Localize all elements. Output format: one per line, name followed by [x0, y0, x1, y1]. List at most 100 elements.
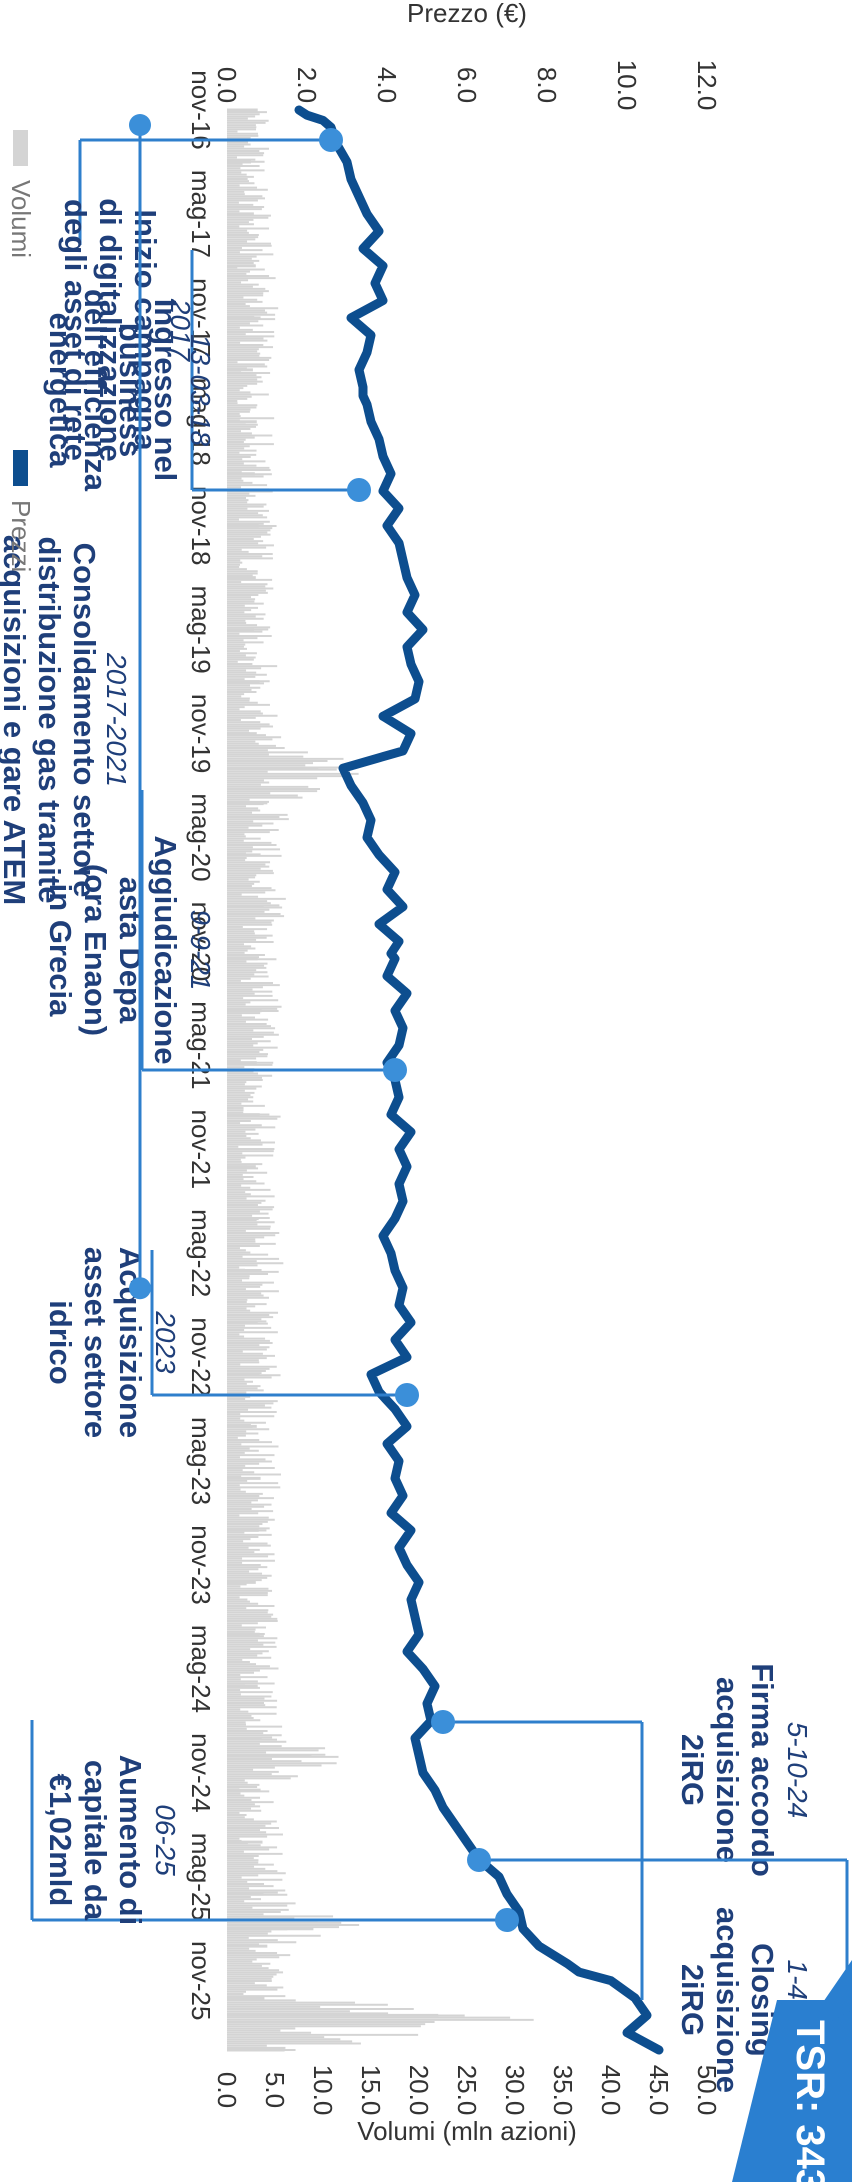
y-right-tick-label: 15.0: [356, 2065, 386, 2116]
price-point: [395, 1179, 403, 1188]
price-point: [407, 1526, 415, 1535]
annotation-text: (ora Enaon): [78, 864, 113, 1036]
price-point: [363, 348, 371, 357]
price-point: [375, 435, 383, 444]
price-point: [403, 1422, 411, 1431]
x-tick-label: mag-24: [186, 1625, 216, 1713]
price-point: [403, 1353, 411, 1362]
price-point: [535, 1942, 543, 1951]
price-point: [415, 677, 423, 686]
annotation-marker: [467, 1848, 491, 1872]
annotation-text: energetica: [43, 312, 78, 468]
price-point: [643, 2011, 651, 2020]
price-point: [391, 868, 399, 877]
price-point: [387, 1249, 395, 1258]
annotation-text: acquisizione: [710, 1907, 745, 2093]
price-point: [519, 1924, 527, 1933]
x-tick-label: nov-16: [186, 70, 216, 150]
x-tick-label: nov-25: [186, 1941, 216, 2021]
price-point: [319, 116, 327, 125]
price-point: [403, 642, 411, 651]
price-point: [379, 712, 387, 721]
tsr-callout: TSR: 343%: [732, 1960, 852, 2182]
price-point: [391, 954, 399, 963]
price-line: [294, 105, 664, 2055]
price-point: [379, 487, 387, 496]
price-point: [343, 157, 351, 166]
y-right-tick-label: 30.0: [500, 2065, 530, 2116]
annotation-text: asta Depa: [113, 877, 148, 1024]
price-point: [395, 539, 403, 548]
y-left-tick-label: 2.0: [292, 67, 322, 103]
price-point: [431, 1682, 439, 1691]
annotation-marker: [431, 1710, 455, 1734]
price-point: [383, 972, 391, 981]
price-point: [407, 1127, 415, 1136]
price-point: [407, 660, 415, 669]
annotation-text: asset settore: [78, 1247, 113, 1438]
annotation-text: dell'efficienza: [78, 289, 113, 492]
price-point: [363, 209, 371, 218]
price-point: [403, 989, 411, 998]
price-point: [423, 1699, 431, 1708]
range-end-marker: [129, 1277, 151, 1300]
price-point: [411, 1734, 419, 1743]
annotation-text: Firma accordo: [745, 1663, 780, 1877]
x-tick-label: nov-20: [186, 902, 216, 982]
price-point: [415, 1578, 423, 1587]
price-point: [399, 746, 407, 755]
price-point: [347, 781, 355, 790]
price-point: [379, 452, 387, 461]
annotation-text: €1,02mld: [43, 1774, 78, 1907]
tsr-banner-tail: [797, 1960, 852, 2040]
y-right-tick-label: 40.0: [596, 2065, 626, 2116]
price-point: [395, 1457, 403, 1466]
price-point: [395, 937, 403, 946]
x-tick-label: mag-19: [186, 586, 216, 674]
price-point: [575, 1968, 583, 1977]
price-point: [415, 1751, 423, 1760]
price-point: [367, 331, 375, 340]
price-point: [359, 244, 367, 253]
price-point: [383, 1439, 391, 1448]
price-point: [375, 920, 383, 929]
annotation-marker: [319, 128, 343, 152]
price-point: [395, 504, 403, 513]
annotation-text: distribuzione gas tramite: [32, 537, 67, 904]
x-tick-label: mag-25: [186, 1833, 216, 1921]
price-point: [419, 1768, 427, 1777]
y-left-tick-label: 8.0: [532, 67, 562, 103]
tsr-callout-text: TSR: 343%: [788, 2020, 832, 2182]
annotation-text: di digitalizzazione: [93, 198, 128, 462]
price-point: [367, 1370, 375, 1379]
price-point: [367, 417, 375, 426]
price-point: [395, 1145, 403, 1154]
annotation-text: Inizio campagna: [128, 209, 163, 451]
y-right-tick-label: 25.0: [452, 2065, 482, 2116]
x-tick-label: mag-20: [186, 793, 216, 881]
y-right-axis-title: Volumi (mln azioni): [357, 2116, 577, 2146]
price-point: [379, 296, 387, 305]
price-point: [403, 1647, 411, 1656]
price-point: [359, 391, 367, 400]
annotation-marker: [383, 1058, 407, 1082]
price-point: [391, 1006, 399, 1015]
annotation-text: acquisizioni e gare ATEM: [0, 535, 32, 905]
legend-swatch-prezzi: [13, 450, 28, 486]
price-point: [387, 469, 395, 478]
x-tick-label: nov-23: [186, 1525, 216, 1605]
y-left-tick-label: 6.0: [452, 67, 482, 103]
price-point: [411, 591, 419, 599]
annotation-text: business: [113, 323, 148, 457]
x-tick-label: mag-17: [186, 170, 216, 258]
price-point: [403, 573, 411, 582]
annotation-text: degli asset di rete: [58, 199, 93, 461]
annotation-text: idrico: [43, 1300, 78, 1384]
price-point: [399, 902, 407, 911]
price-point: [379, 261, 387, 270]
price-point: [407, 1595, 415, 1604]
annotation-text: 2iRG: [675, 1734, 710, 1806]
annotation-marker: [347, 478, 371, 502]
annotation-date: 06-25: [150, 1804, 181, 1876]
